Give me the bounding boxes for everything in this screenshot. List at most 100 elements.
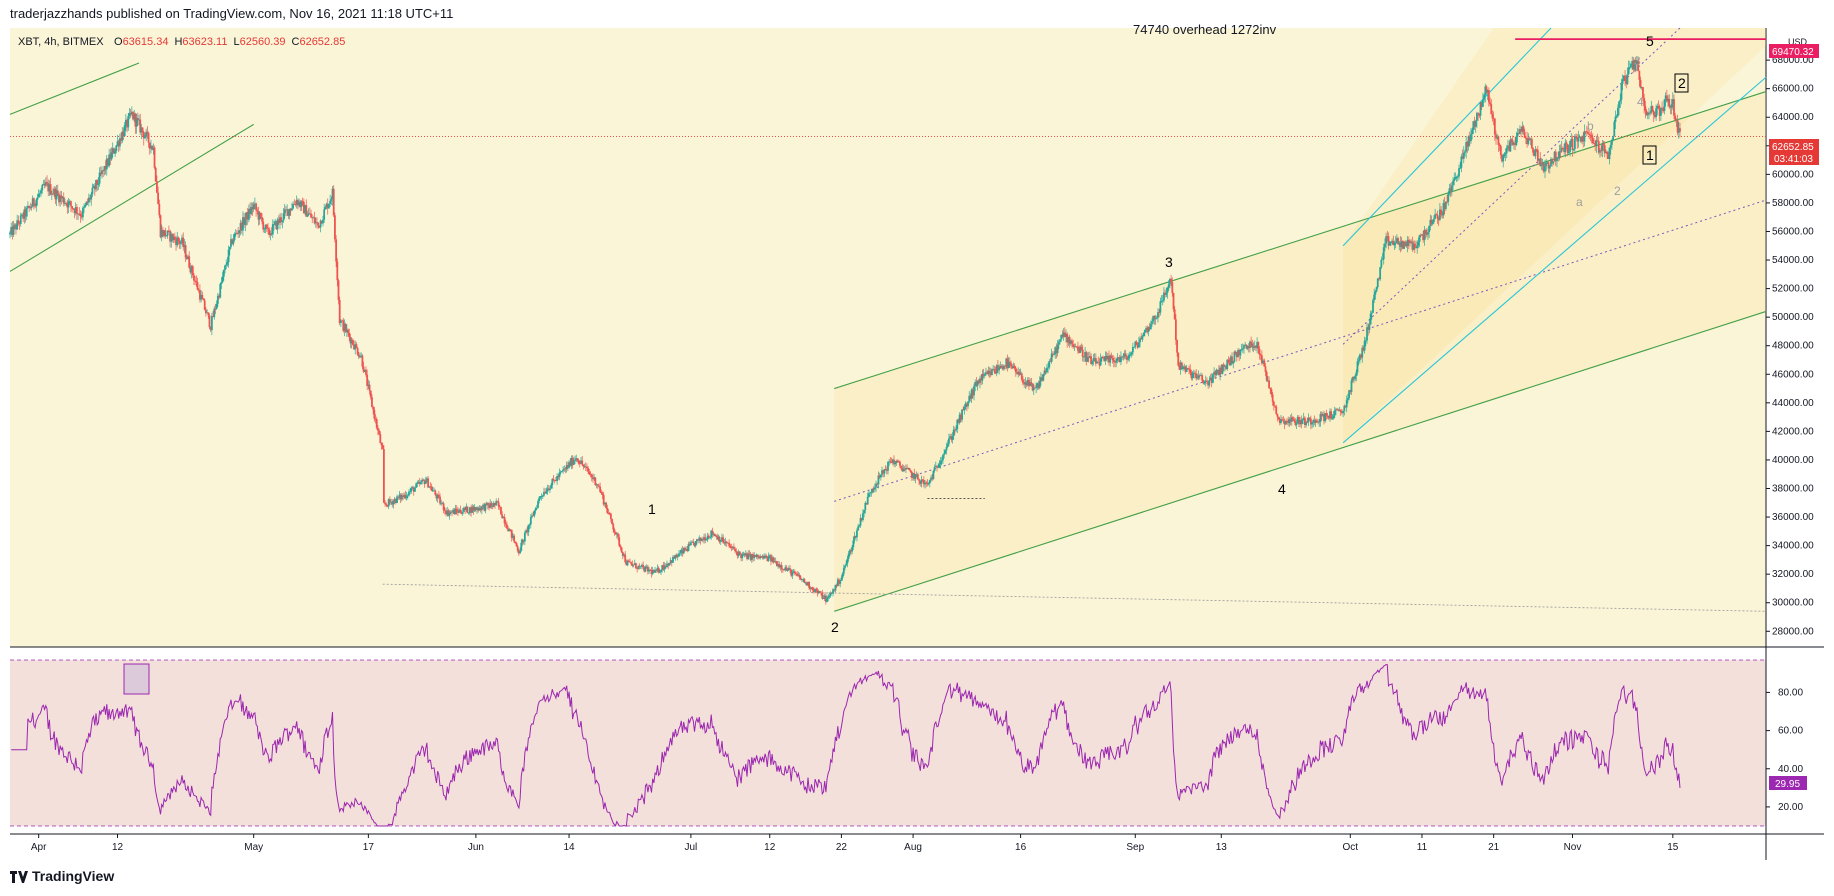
candle-body [971, 389, 974, 396]
candle-body [774, 561, 777, 562]
brand-footer[interactable]: TradingView [10, 868, 114, 884]
candle-body [258, 212, 261, 220]
candle-body [30, 206, 33, 209]
candle-body [72, 208, 75, 210]
candle-body [1240, 349, 1243, 351]
candle-body [609, 513, 612, 519]
rsi-axis[interactable]: 20.00 40.00 60.00 80.00 [1766, 687, 1803, 813]
time-axis[interactable]: Apr 12 May 17 Jun 14 Jul 12 22 Aug 16 Sep 13 Oct 11 21 N… [31, 834, 1679, 853]
candle-body [961, 409, 963, 420]
candle-body [986, 372, 989, 375]
candle-body [672, 556, 674, 563]
candle-body [239, 222, 242, 231]
time-tick-label: Jul [684, 842, 697, 853]
candle-body [772, 557, 775, 563]
candle-body [804, 582, 807, 584]
candle-body [551, 478, 554, 486]
candle-body [490, 503, 493, 507]
candle-body [1567, 151, 1570, 154]
candle-body [918, 479, 920, 481]
candle-body [380, 443, 383, 446]
candle-body [1381, 259, 1384, 260]
long-support-line [382, 583, 1767, 612]
candle-body [103, 166, 106, 171]
candle-body [1123, 353, 1126, 357]
candle-body [738, 551, 741, 555]
candle-body [1395, 238, 1398, 243]
candle-body [1409, 241, 1411, 244]
candle-body [630, 562, 633, 564]
candle-body [975, 381, 978, 386]
candle-body [1290, 417, 1293, 422]
candle-body [220, 282, 223, 284]
candle-body [1398, 242, 1401, 245]
candle-body [1471, 129, 1474, 135]
candle-body [1069, 340, 1072, 344]
candle-body [1112, 360, 1115, 362]
candle-body [719, 540, 722, 542]
candle-body [237, 233, 240, 234]
candle-body [318, 225, 321, 228]
candle-body [411, 487, 414, 489]
candle-body [1233, 351, 1236, 362]
candle-body [1227, 359, 1230, 363]
price-axis[interactable]: 28000.00 30000.00 32000.00 34000.00 36000.00… [1766, 55, 1814, 637]
candle-body [1108, 355, 1110, 363]
candle-body [1300, 420, 1303, 424]
candle-body [762, 556, 765, 559]
candle-body [592, 477, 594, 480]
publish-text: traderjazzhands published on TradingView… [10, 6, 454, 21]
candle-body [1029, 382, 1032, 387]
candle-body [925, 482, 928, 484]
candle-body [109, 154, 112, 160]
candle-body [614, 532, 617, 535]
candle-body [1633, 59, 1636, 70]
candle-body [500, 506, 502, 515]
candle-body [1151, 321, 1153, 325]
candle-body [32, 198, 35, 205]
candle-body [377, 427, 379, 431]
candle-body [638, 565, 641, 567]
h-label: H [174, 36, 182, 48]
candle-body [969, 395, 972, 399]
candle-body [506, 524, 508, 529]
candle-body [553, 479, 556, 481]
candle-body [461, 511, 464, 514]
candle-body [1188, 368, 1190, 370]
time-tick-label: Apr [31, 842, 47, 853]
candle-body [1278, 419, 1281, 423]
candle-body [1320, 414, 1323, 416]
candle-body [286, 209, 289, 211]
candle-body [1492, 118, 1495, 120]
candle-body [1016, 372, 1018, 375]
candle-body [199, 290, 201, 300]
candle-body [311, 217, 314, 219]
candle-body [636, 568, 639, 570]
candle-body [274, 221, 277, 225]
candle-body [126, 119, 128, 128]
candle-body [1153, 315, 1156, 320]
candle-body [16, 220, 19, 230]
candle-body [187, 256, 189, 260]
candle-body [159, 215, 162, 238]
candle-body [208, 315, 211, 328]
candle-body [1292, 417, 1294, 420]
last-price-tag [1769, 139, 1819, 165]
candle-body [348, 332, 351, 338]
candle-body [1225, 365, 1227, 369]
candle-body [1375, 287, 1378, 292]
candle-body [459, 509, 462, 513]
candle-body [913, 473, 916, 479]
time-tick-label: 12 [112, 842, 124, 853]
candle-body [1247, 345, 1250, 348]
candle-body [1137, 342, 1140, 348]
candle-body [771, 557, 774, 562]
candle-body [302, 202, 305, 214]
candle-body [158, 204, 161, 216]
candle-body [765, 555, 768, 558]
candle-body [54, 188, 57, 200]
candle-body [1455, 177, 1458, 178]
candle-body [1186, 368, 1189, 370]
candle-body [337, 280, 340, 300]
